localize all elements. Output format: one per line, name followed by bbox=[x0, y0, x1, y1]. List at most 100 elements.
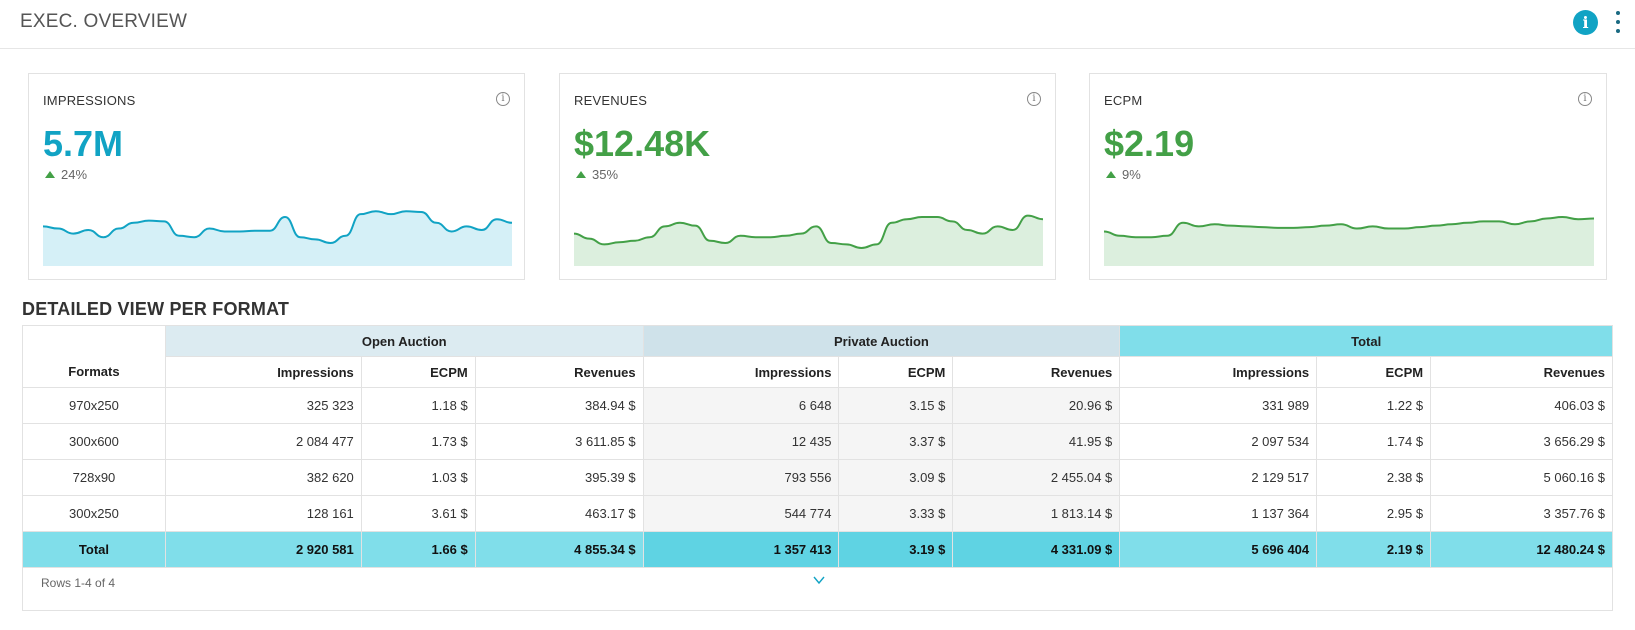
column-header-formats[interactable]: Formats bbox=[22, 356, 166, 388]
table-cell: 20.96 $ bbox=[952, 387, 1121, 424]
table-cell: 1.22 $ bbox=[1316, 387, 1432, 424]
app-header: EXEC. OVERVIEW i bbox=[0, 0, 1635, 49]
table-cell: 395.39 $ bbox=[474, 459, 644, 496]
info-icon[interactable]: i bbox=[1573, 10, 1598, 35]
column-header[interactable]: Revenues bbox=[1430, 356, 1613, 388]
ecpm-card: ECPM i $2.19 9% bbox=[1089, 73, 1607, 280]
table-footer: Rows 1-4 of 4 bbox=[23, 560, 1614, 610]
card-info-icon[interactable]: i bbox=[1578, 92, 1592, 106]
column-header[interactable]: ECPM bbox=[838, 356, 954, 388]
table-cell: 41.95 $ bbox=[952, 423, 1121, 460]
rows-info: Rows 1-4 of 4 bbox=[41, 576, 116, 590]
table-cell: 2.19 $ bbox=[1316, 531, 1432, 568]
card-delta: 35% bbox=[576, 167, 618, 182]
table-row: 300x250 128 161 3.61 $463.17 $544 774 3.33 … bbox=[22, 495, 1613, 532]
table-cell: 12 480.24 $ bbox=[1430, 531, 1613, 568]
card-info-icon[interactable]: i bbox=[1027, 92, 1041, 106]
delta-value: 9% bbox=[1122, 167, 1141, 182]
table-cell: 3.61 $ bbox=[360, 495, 476, 532]
revenues-card: REVENUES i $12.48K 35% bbox=[559, 73, 1056, 280]
table-cell: 463.17 $ bbox=[474, 495, 644, 532]
sparkline-line bbox=[1104, 216, 1594, 239]
card-value: $2.19 bbox=[1104, 123, 1195, 164]
table-cell: 3.33 $ bbox=[838, 495, 954, 532]
column-header[interactable]: Revenues bbox=[952, 356, 1121, 388]
table-cell: 1.73 $ bbox=[360, 423, 476, 460]
table-cell: 5 060.16 $ bbox=[1430, 459, 1613, 496]
table-cell: 5 696 404 bbox=[1119, 531, 1318, 568]
card-value: $12.48K bbox=[574, 123, 711, 164]
page-title: EXEC. OVERVIEW bbox=[20, 11, 188, 32]
format-cell: 970x250 bbox=[22, 387, 166, 424]
trend-up-icon bbox=[1106, 171, 1116, 178]
table-body: 970x250 325 323 1.18 $384.94 $6 648 3.15 $2… bbox=[22, 387, 1613, 568]
table-cell: 3 611.85 $ bbox=[474, 423, 644, 460]
table-cell: 12 435 bbox=[642, 423, 840, 460]
table-cell: 331 989 bbox=[1119, 387, 1318, 424]
sparkline-area bbox=[1104, 217, 1594, 266]
table-cell: 3.09 $ bbox=[838, 459, 954, 496]
column-header[interactable]: Impressions bbox=[642, 356, 840, 388]
table-cell: 2 455.04 $ bbox=[952, 459, 1121, 496]
table-cell: 382 620 bbox=[164, 459, 362, 496]
table-cell: 406.03 $ bbox=[1430, 387, 1613, 424]
table-cell: 6 648 bbox=[642, 387, 840, 424]
sparkline-line bbox=[43, 210, 512, 244]
group-header-total: Total bbox=[1119, 325, 1613, 357]
table-cell: 793 556 bbox=[642, 459, 840, 496]
table-cell: 1.66 $ bbox=[360, 531, 476, 568]
group-header-blank bbox=[22, 325, 166, 357]
table-cell: 3.19 $ bbox=[838, 531, 954, 568]
group-header-private-auction: Private Auction bbox=[642, 325, 1121, 357]
table-cell: 1.03 $ bbox=[360, 459, 476, 496]
format-cell: 300x250 bbox=[22, 495, 166, 532]
column-header[interactable]: Impressions bbox=[1119, 356, 1318, 388]
format-cell: 300x600 bbox=[22, 423, 166, 460]
table-cell: 2 129 517 bbox=[1119, 459, 1318, 496]
table-cell: 1.74 $ bbox=[1316, 423, 1432, 460]
table-cell: 3 357.76 $ bbox=[1430, 495, 1613, 532]
sparkline-line bbox=[574, 214, 1043, 250]
column-header[interactable]: Impressions bbox=[164, 356, 362, 388]
table-row: 728x90 382 620 1.03 $395.39 $793 556 3.09 $… bbox=[22, 459, 1613, 496]
table-cell: 325 323 bbox=[164, 387, 362, 424]
trend-up-icon bbox=[45, 171, 55, 178]
table-cell: 2.95 $ bbox=[1316, 495, 1432, 532]
table-cell: 4 855.34 $ bbox=[474, 531, 644, 568]
table-cell: 384.94 $ bbox=[474, 387, 644, 424]
format-cell: 728x90 bbox=[22, 459, 166, 496]
column-header[interactable]: ECPM bbox=[360, 356, 476, 388]
table-cell: 1 137 364 bbox=[1119, 495, 1318, 532]
column-header-row: Formats Impressions ECPM Revenues Impres… bbox=[22, 356, 1613, 388]
table-row: 300x600 2 084 477 1.73 $3 611.85 $12 435 3.… bbox=[22, 423, 1613, 460]
table-total-row: Total 2 920 581 1.66 $4 855.34 $1 357 413 3… bbox=[22, 531, 1613, 568]
card-title: REVENUES bbox=[574, 93, 648, 108]
column-header[interactable]: ECPM bbox=[1316, 356, 1432, 388]
kebab-menu-icon[interactable] bbox=[1614, 9, 1622, 37]
sparkline-area bbox=[574, 215, 1043, 266]
table-cell: 4 331.09 $ bbox=[952, 531, 1121, 568]
delta-value: 24% bbox=[61, 167, 88, 182]
ecpm-sparkline bbox=[1104, 216, 1594, 266]
table-row: 970x250 325 323 1.18 $384.94 $6 648 3.15 $2… bbox=[22, 387, 1613, 424]
card-info-icon[interactable]: i bbox=[496, 92, 510, 106]
sparkline-area bbox=[43, 211, 512, 266]
section-title: DETAILED VIEW PER FORMAT bbox=[22, 299, 290, 319]
impressions-card: IMPRESSIONS i 5.7M 24% bbox=[28, 73, 525, 280]
chevron-down-icon[interactable] bbox=[813, 574, 825, 586]
format-table-container: Open Auction Private Auction Total Forma… bbox=[22, 325, 1613, 611]
delta-value: 35% bbox=[592, 167, 619, 182]
table-cell: 2 097 534 bbox=[1119, 423, 1318, 460]
format-table: Open Auction Private Auction Total Forma… bbox=[22, 325, 1613, 568]
group-header-row: Open Auction Private Auction Total bbox=[22, 325, 1613, 357]
format-cell: Total bbox=[22, 531, 166, 568]
table-cell: 2 084 477 bbox=[164, 423, 362, 460]
table-cell: 1.18 $ bbox=[360, 387, 476, 424]
trend-up-icon bbox=[576, 171, 586, 178]
column-header[interactable]: Revenues bbox=[474, 356, 644, 388]
table-cell: 128 161 bbox=[164, 495, 362, 532]
table-cell: 3 656.29 $ bbox=[1430, 423, 1613, 460]
card-title: IMPRESSIONS bbox=[43, 93, 136, 108]
impressions-sparkline bbox=[43, 210, 512, 266]
table-cell: 2.38 $ bbox=[1316, 459, 1432, 496]
